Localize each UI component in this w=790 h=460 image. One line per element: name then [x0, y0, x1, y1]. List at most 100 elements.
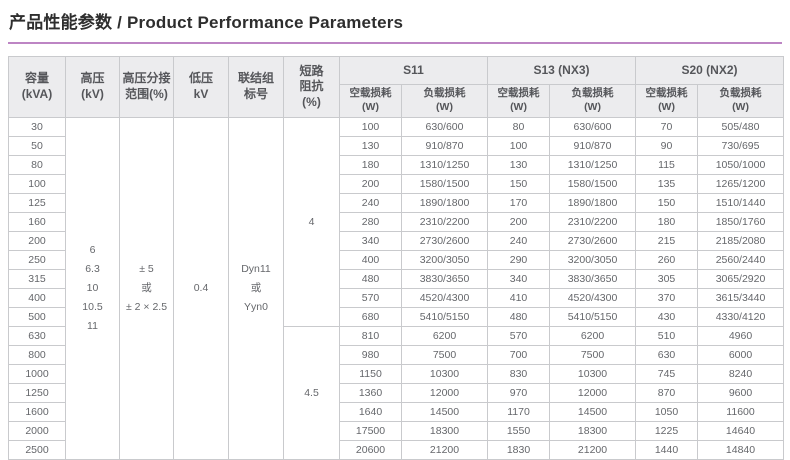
cell-s11-no-load-loss: 400 [339, 250, 402, 270]
cell-s11-load-loss: 21200 [400, 440, 489, 460]
cell-s13-load-loss: 10300 [549, 364, 637, 384]
page-title: 产品性能参数 / Product Performance Parameters [9, 13, 404, 32]
table-row: 500 680 5410/5150 480 5410/5150 430 4330/4120 [8, 307, 785, 327]
cell-s11-load-loss: 4520/4300 [400, 288, 489, 308]
cell-s20-no-load-loss: 870 [635, 383, 699, 403]
cell-s20-no-load-loss: 430 [635, 307, 699, 327]
cell-capacity: 2500 [8, 440, 66, 460]
cell-s13-no-load-loss: 200 [487, 212, 551, 232]
header-group-s20: S20 (NX2) [635, 56, 785, 85]
cell-s20-load-loss: 14640 [697, 421, 785, 441]
cell-s13-no-load-loss: 340 [487, 269, 551, 289]
cell-s13-load-loss: 18300 [549, 421, 637, 441]
cell-s13-no-load-loss: 170 [487, 193, 551, 213]
cell-impedance-top: 4 [283, 117, 340, 327]
cell-s20-load-loss: 3065/2920 [697, 269, 785, 289]
cell-s20-no-load-loss: 510 [635, 326, 699, 346]
cell-s11-load-loss: 10300 [400, 364, 489, 384]
cell-s11-load-loss: 1580/1500 [400, 174, 489, 194]
cell-s20-load-loss: 11600 [697, 402, 785, 422]
cell-capacity: 800 [8, 345, 66, 365]
cell-capacity: 1600 [8, 402, 66, 422]
cell-s20-no-load-loss: 115 [635, 155, 699, 175]
cell-s11-load-loss: 1890/1800 [400, 193, 489, 213]
cell-s20-load-loss: 2185/2080 [697, 231, 785, 251]
cell-s20-load-loss: 730/695 [697, 136, 785, 156]
cell-s11-load-loss: 3200/3050 [400, 250, 489, 270]
cell-capacity: 100 [8, 174, 66, 194]
cell-s11-load-loss: 6200 [400, 326, 489, 346]
cell-s20-no-load-loss: 1440 [635, 440, 699, 460]
cell-vector-group: Dyn11 或 Yyn0 [228, 117, 284, 460]
cell-s20-no-load-loss: 1050 [635, 402, 699, 422]
cell-s13-load-loss: 3200/3050 [549, 250, 637, 270]
table-row: 1600 1640 14500 1170 14500 1050 11600 [8, 402, 785, 422]
cell-s11-no-load-loss: 130 [339, 136, 402, 156]
cell-capacity: 500 [8, 307, 66, 327]
cell-s11-load-loss: 12000 [400, 383, 489, 403]
table-row: 100 200 1580/1500 150 1580/1500 135 1265/1200 [8, 174, 785, 194]
cell-impedance-bottom: 4.5 [283, 326, 340, 460]
header-s11-load-loss: 负载损耗 (W) [400, 84, 489, 118]
cell-s13-no-load-loss: 1830 [487, 440, 551, 460]
cell-s20-load-loss: 6000 [697, 345, 785, 365]
cell-s11-load-loss: 2730/2600 [400, 231, 489, 251]
cell-s13-load-loss: 14500 [549, 402, 637, 422]
cell-s11-no-load-loss: 17500 [339, 421, 402, 441]
cell-s11-load-loss: 3830/3650 [400, 269, 489, 289]
header-high-voltage: 高压 (kV) [65, 56, 120, 118]
cell-s11-load-loss: 910/870 [400, 136, 489, 156]
cell-s20-no-load-loss: 305 [635, 269, 699, 289]
cell-capacity: 50 [8, 136, 66, 156]
cell-s11-no-load-loss: 480 [339, 269, 402, 289]
cell-s11-no-load-loss: 1150 [339, 364, 402, 384]
table-row: 250 400 3200/3050 290 3200/3050 260 2560/2440 [8, 250, 785, 270]
header-s20-no-load-loss: 空载损耗 (W) [635, 84, 699, 118]
cell-s20-load-loss: 2560/2440 [697, 250, 785, 270]
cell-s20-load-loss: 1850/1760 [697, 212, 785, 232]
table-row: 30 6 6.3 10 10.5 11 ± 5 或 ± 2 × 2.5 0.4 Dyn1… [8, 117, 785, 460]
cell-s13-no-load-loss: 1170 [487, 402, 551, 422]
table-row: 200 340 2730/2600 240 2730/2600 215 2185/2080 [8, 231, 785, 251]
cell-s20-load-loss: 1050/1000 [697, 155, 785, 175]
cell-s13-no-load-loss: 700 [487, 345, 551, 365]
cell-s11-no-load-loss: 1640 [339, 402, 402, 422]
cell-s13-no-load-loss: 290 [487, 250, 551, 270]
cell-s20-no-load-loss: 90 [635, 136, 699, 156]
cell-s20-no-load-loss: 260 [635, 250, 699, 270]
cell-s11-no-load-loss: 100 [339, 117, 402, 137]
cell-capacity: 400 [8, 288, 66, 308]
cell-s13-no-load-loss: 80 [487, 117, 551, 137]
cell-s20-load-loss: 1510/1440 [697, 193, 785, 213]
cell-s11-load-loss: 630/600 [400, 117, 489, 137]
table-row: 1000 1150 10300 830 10300 745 8240 [8, 364, 785, 384]
cell-s13-load-loss: 2310/2200 [549, 212, 637, 232]
cell-s13-no-load-loss: 240 [487, 231, 551, 251]
header-s13-no-load-loss: 空载损耗 (W) [487, 84, 551, 118]
cell-s20-load-loss: 1265/1200 [697, 174, 785, 194]
cell-s13-load-loss: 1310/1250 [549, 155, 637, 175]
cell-s11-no-load-loss: 680 [339, 307, 402, 327]
cell-s11-no-load-loss: 20600 [339, 440, 402, 460]
cell-s20-no-load-loss: 1225 [635, 421, 699, 441]
cell-s11-no-load-loss: 340 [339, 231, 402, 251]
header-group-s11: S11 [338, 56, 489, 85]
cell-s11-no-load-loss: 240 [339, 193, 402, 213]
cell-s13-load-loss: 5410/5150 [549, 307, 637, 327]
cell-s13-load-loss: 2730/2600 [549, 231, 637, 251]
cell-capacity: 315 [8, 269, 66, 289]
cell-s11-load-loss: 7500 [400, 345, 489, 365]
cell-s11-no-load-loss: 280 [339, 212, 402, 232]
cell-s13-no-load-loss: 150 [487, 174, 551, 194]
cell-s11-no-load-loss: 570 [339, 288, 402, 308]
table-row: 800 980 7500 700 7500 630 6000 [8, 345, 785, 365]
cell-capacity: 200 [8, 231, 66, 251]
cell-s20-load-loss: 14840 [697, 440, 785, 460]
cell-s13-load-loss: 910/870 [549, 136, 637, 156]
cell-s20-load-loss: 4330/4120 [697, 307, 785, 327]
title-underline [8, 42, 782, 44]
header-s11-no-load-loss: 空载损耗 (W) [339, 84, 402, 118]
cell-capacity: 250 [8, 250, 66, 270]
cell-s13-load-loss: 21200 [549, 440, 637, 460]
cell-s20-no-load-loss: 135 [635, 174, 699, 194]
